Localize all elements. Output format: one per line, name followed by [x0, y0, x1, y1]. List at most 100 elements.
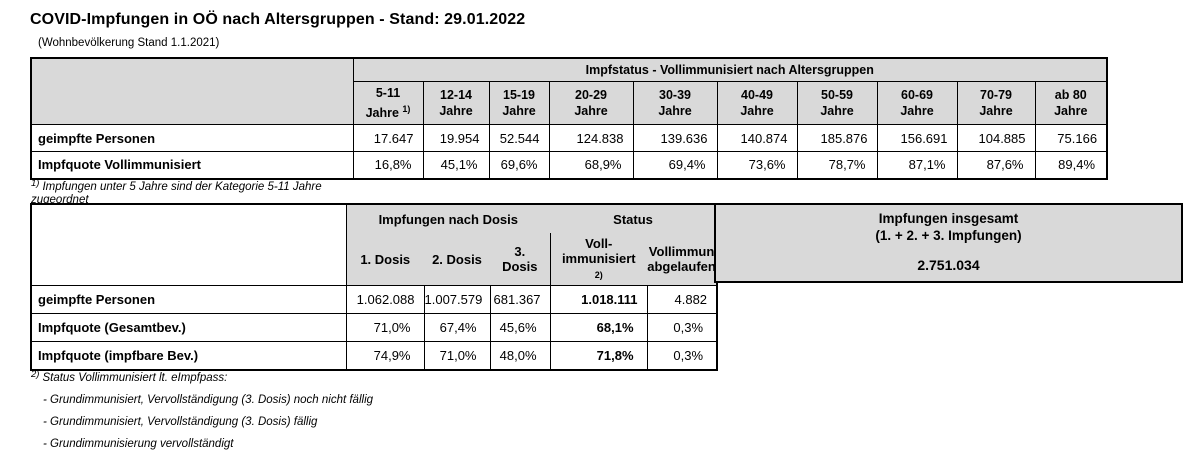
age-unit: Jahre: [502, 104, 536, 118]
table2-corner-cell: [31, 204, 347, 286]
table1-group-header: Impfstatus - Vollimmunisiert nach Alters…: [353, 58, 1108, 82]
value-cell: 681.367: [489, 285, 551, 314]
value-cell: 1.007.579: [423, 285, 491, 314]
footnote-2-item: - Grundimmunisierung vervollständigt: [43, 438, 234, 450]
value-cell: 0,3%: [646, 313, 718, 342]
total-box-title-line1: Impfungen insgesamt: [878, 211, 1019, 226]
row-label: Impfquote (impfbare Bev.): [30, 341, 347, 370]
table-row-geimpfte-personen: geimpfte Personen 17.647 19.954 52.544 1…: [30, 124, 1108, 152]
footnote2-ref: 2): [594, 269, 603, 280]
age-range: 5-11: [375, 85, 401, 100]
value-cell: 140.874: [716, 124, 798, 152]
value-cell: 0,3%: [646, 341, 718, 370]
value-cell: 19.954: [422, 124, 490, 152]
header-line: 3.: [514, 244, 526, 259]
column-header-ab-80: ab 80 Jahre: [1034, 81, 1108, 125]
age-range: 20-29: [575, 88, 607, 102]
column-header-dosis-1: 1. Dosis: [346, 233, 424, 286]
value-cell: 52.544: [488, 124, 550, 152]
value-cell: 71,0%: [423, 341, 491, 370]
value-cell: 1.062.088: [345, 285, 425, 314]
value-cell: 73,6%: [716, 151, 798, 179]
value-cell: 75.166: [1034, 124, 1108, 152]
footnote-2-marker: 2): [31, 369, 40, 380]
header-line: abgelaufen: [647, 259, 716, 274]
age-unit: Jahre: [979, 104, 1013, 118]
group-header-dosis: Impfungen nach Dosis: [346, 204, 551, 233]
table1-group-header-row: Impfstatus - Vollimmunisiert nach Alters…: [31, 58, 1108, 125]
value-cell: 78,7%: [796, 151, 878, 179]
column-header-12-14: 12-14 Jahre: [422, 81, 489, 125]
value-cell: 69,6%: [488, 151, 550, 179]
age-unit: Jahre: [820, 104, 854, 118]
footnote-2-text: Status Vollimmunisiert lt. eImpfpass:: [42, 372, 228, 384]
header-line: Dosis: [502, 259, 538, 274]
table2-column-header-row: 1. Dosis 2. Dosis 3. Dosis Voll-immunisie…: [31, 233, 718, 286]
value-cell: 87,6%: [956, 151, 1036, 179]
age-range: 40-49: [741, 88, 773, 102]
column-header-30-39: 30-39 Jahre: [632, 81, 717, 125]
value-cell: 71,8%: [549, 341, 648, 370]
age-range: ab 80: [1054, 88, 1087, 102]
value-cell: 87,1%: [876, 151, 958, 179]
age-unit: Jahre: [574, 104, 608, 118]
footnote-2-item: - Grundimmunisiert, Vervollständigung (3…: [43, 394, 374, 406]
value-cell: 124.838: [548, 124, 634, 152]
age-range: 50-59: [821, 88, 853, 102]
header-line: Voll-: [585, 235, 613, 251]
column-header-15-19: 15-19 Jahre: [488, 81, 549, 125]
column-header-dosis-2: 2. Dosis: [424, 233, 490, 286]
value-cell: 69,4%: [632, 151, 718, 179]
value-cell: 48,0%: [489, 341, 551, 370]
column-header-40-49: 40-49 Jahre: [716, 81, 797, 125]
value-cell: 139.636: [632, 124, 718, 152]
age-range: 70-79: [980, 88, 1012, 102]
footnote1-ref: 1): [402, 103, 411, 114]
age-unit: Jahre: [439, 104, 473, 118]
table-row-impfquote-vollimmunisiert: Impfquote Vollimmunisiert 16,8% 45,1% 69…: [30, 151, 1108, 179]
value-cell: 67,4%: [423, 313, 491, 342]
value-cell: 4.882: [646, 285, 718, 314]
total-box-title-line2: (1. + 2. + 3. Impfungen): [875, 228, 1022, 243]
age-unit: Jahre: [900, 104, 934, 118]
header-line: immunisiert: [561, 250, 636, 266]
age-unit: Jahre: [1054, 104, 1088, 118]
value-cell: 68,9%: [548, 151, 634, 179]
total-vaccinations-value: 2.751.034: [917, 257, 980, 273]
column-header-vollimmunisiert: Voll-immunisiert 2): [549, 233, 648, 286]
age-unit: Jahre: [365, 106, 399, 121]
row-label: geimpfte Personen: [30, 124, 354, 152]
table2-group-header-row: Impfungen nach Dosis Status: [31, 204, 718, 286]
column-header-dosis-3: 3. Dosis: [490, 233, 551, 286]
value-cell: 89,4%: [1034, 151, 1108, 179]
footnote-2-intro: 2) Status Vollimmunisiert lt. eImpfpass:: [31, 368, 373, 385]
value-cell: 185.876: [796, 124, 878, 152]
column-header-50-59: 50-59 Jahre: [796, 81, 877, 125]
column-header-20-29: 20-29 Jahre: [548, 81, 633, 125]
value-cell: 71,0%: [345, 313, 425, 342]
age-unit: Jahre: [658, 104, 692, 118]
row-label: Impfquote (Gesamtbev.): [30, 313, 347, 342]
table-row-impfquote-impfbare-bev: Impfquote (impfbare Bev.) 74,9% 71,0% 48…: [30, 341, 718, 370]
row-label: Impfquote Vollimmunisiert: [30, 151, 354, 179]
value-cell: 1.018.111: [549, 285, 648, 314]
value-cell: 156.691: [876, 124, 958, 152]
column-header-70-79: 70-79 Jahre: [956, 81, 1035, 125]
age-range: 15-19: [503, 88, 535, 102]
table1-column-header-row: 5-11 Jahre 1) 12-14 Jahre 15-19 Jahre 20-29…: [31, 81, 1108, 125]
table-row-geimpfte-personen-dosen: geimpfte Personen 1.062.088 1.007.579 68…: [30, 285, 718, 314]
table-row-impfquote-gesamtbev: Impfquote (Gesamtbev.) 71,0% 67,4% 45,6%…: [30, 313, 718, 342]
column-header-vollimmun-abgelaufen: Vollimmun abgelaufen: [647, 233, 718, 286]
value-cell: 16,8%: [352, 151, 424, 179]
value-cell: 45,1%: [422, 151, 490, 179]
age-unit: Jahre: [740, 104, 774, 118]
age-range: 12-14: [440, 88, 472, 102]
footnote-2: 2) Status Vollimmunisiert lt. eImpfpass: …: [31, 368, 373, 451]
value-cell: 104.885: [956, 124, 1036, 152]
table1-corner-cell: [31, 58, 354, 125]
value-cell: 68,1%: [549, 313, 648, 342]
value-cell: 45,6%: [489, 313, 551, 342]
age-range: 60-69: [901, 88, 933, 102]
value-cell: 74,9%: [345, 341, 425, 370]
